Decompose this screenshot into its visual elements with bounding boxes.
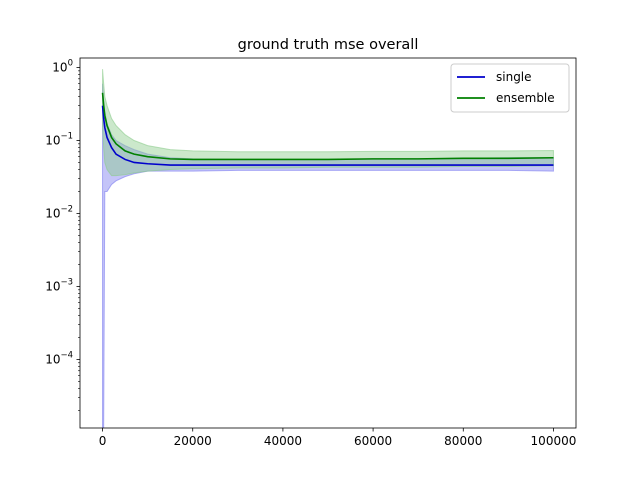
chart-title: ground truth mse overall bbox=[238, 37, 419, 53]
x-tick-label: 20000 bbox=[174, 434, 212, 448]
x-tick-label: 40000 bbox=[264, 434, 302, 448]
band-single bbox=[102, 83, 554, 428]
axes: 0 20000 40000 60000 80000 100000 10−4 10−3 10−2 1… bbox=[45, 57, 577, 448]
y-tick-label: 100 bbox=[52, 59, 73, 75]
y-tick-label: 10−2 bbox=[45, 204, 73, 220]
legend-label-ensemble: ensemble bbox=[496, 91, 555, 105]
y-tick-label: 10−3 bbox=[45, 277, 73, 293]
x-tick-label: 60000 bbox=[354, 434, 392, 448]
legend-label-single: single bbox=[496, 70, 532, 84]
series-lines bbox=[101, 92, 554, 166]
y-tick-label: 10−1 bbox=[45, 131, 73, 147]
x-tick-label: 80000 bbox=[444, 434, 482, 448]
x-tick-label: 100000 bbox=[531, 434, 577, 448]
series-line-single bbox=[101, 105, 554, 166]
plot-frame bbox=[79, 57, 577, 429]
series-line-ensemble bbox=[101, 92, 554, 161]
legend: single ensemble bbox=[450, 63, 570, 113]
y-tick-label: 10−4 bbox=[45, 350, 73, 366]
legend-box bbox=[450, 63, 570, 113]
x-tick-label: 0 bbox=[99, 434, 107, 448]
